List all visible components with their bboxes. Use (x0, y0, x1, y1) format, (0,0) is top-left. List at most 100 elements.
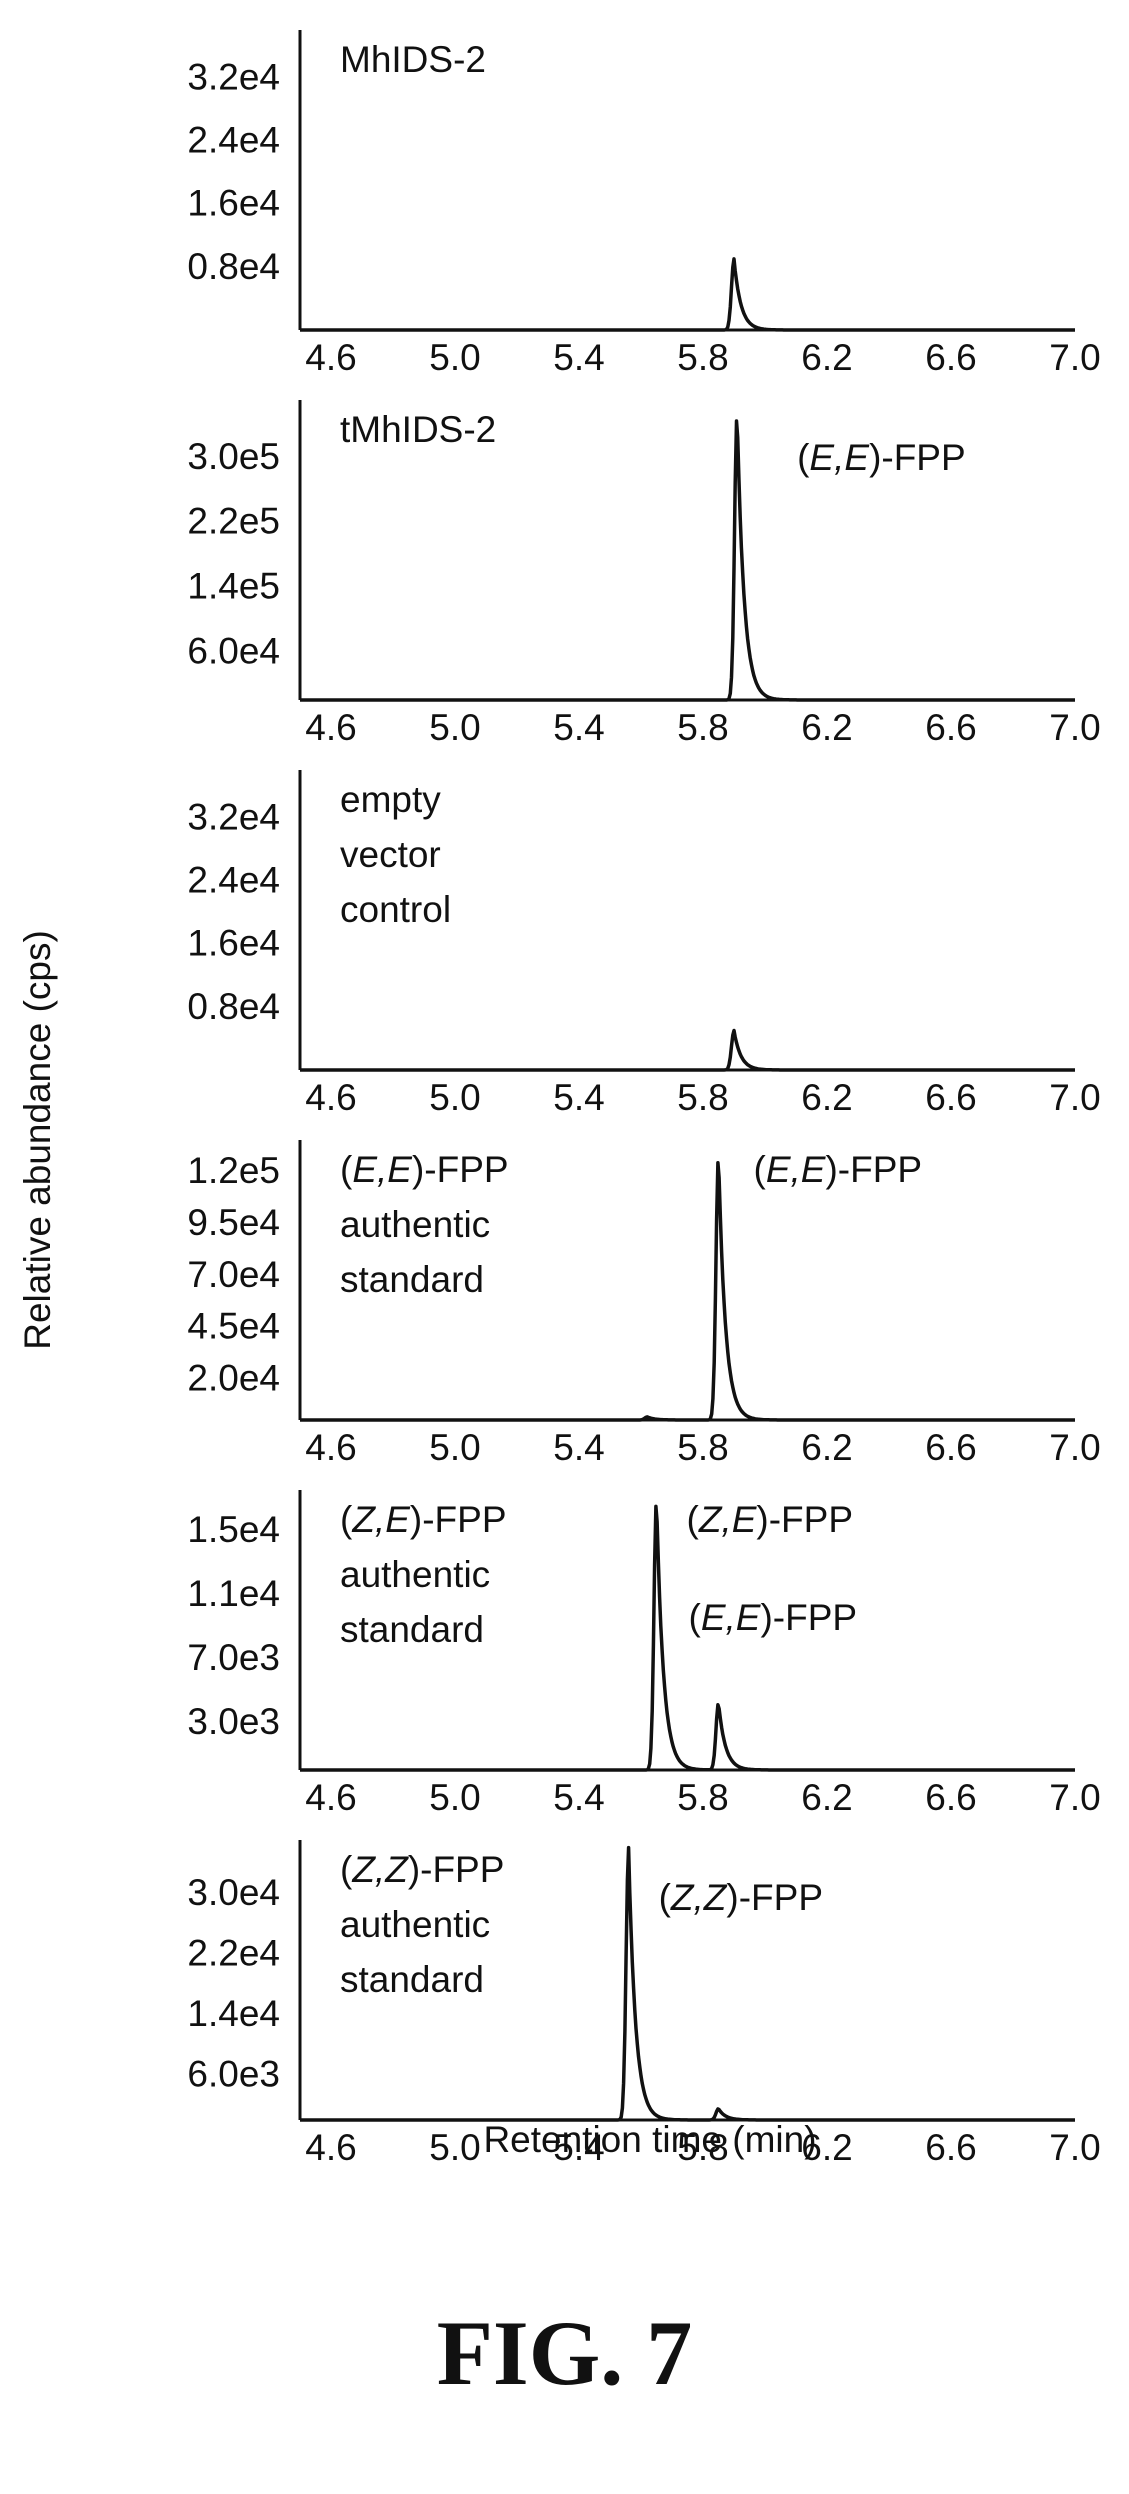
panel-label: standard (340, 1609, 484, 1650)
y-tick-label: 2.2e5 (187, 501, 280, 542)
y-tick-label: 0.8e4 (187, 246, 280, 287)
panels-layer: 3.2e4 2.4e4 1.6e4 0.8e4 4.6 5.0 5.4 5.8 6.2 6.6 7.… (187, 30, 1101, 2168)
x-tick-label: 7.0 (1049, 1077, 1100, 1118)
x-tick-label: 4.6 (305, 1077, 356, 1118)
y-tick-label: 6.0e4 (187, 630, 280, 671)
x-tick-label: 5.0 (429, 1077, 480, 1118)
x-tick-label: 4.6 (305, 1427, 356, 1468)
trace-line (300, 1160, 1076, 1422)
x-tick-label: 6.6 (925, 1427, 976, 1468)
y-tick-label: 6.0e3 (187, 2054, 280, 2095)
x-tick-label: 5.0 (429, 1427, 480, 1468)
x-tick-label: 4.6 (305, 707, 356, 748)
panel-label: (E,E)-FPP (340, 1149, 509, 1190)
x-tick-label: 6.2 (801, 1427, 852, 1468)
figure-caption: FIG. 7 (436, 2302, 693, 2404)
panel-5: 1.5e4 1.1e4 7.0e3 3.0e3 4.6 5.0 5.4 5.8 6.2 6.6 7.… (187, 1490, 1101, 1818)
x-tick-label: 5.0 (429, 2127, 480, 2168)
panel-2: 3.0e5 2.2e5 1.4e5 6.0e4 4.6 5.0 5.4 5.8 6.2 6.6 7.… (187, 400, 1101, 748)
peak-label: (E,E)-FPP (689, 1597, 858, 1638)
x-tick-label: 4.6 (305, 2127, 356, 2168)
y-tick-label: 1.6e4 (187, 183, 280, 224)
x-tick-label: 5.4 (553, 1777, 604, 1818)
y-tick-label: 1.6e4 (187, 923, 280, 964)
x-tick-label: 5.0 (429, 1777, 480, 1818)
x-tick-label: 7.0 (1049, 1777, 1100, 1818)
panel-label: (Z,E)-FPP (340, 1499, 507, 1540)
y-tick-label: 3.0e3 (187, 1701, 280, 1742)
x-tick-label: 4.6 (305, 337, 356, 378)
x-tick-label: 6.6 (925, 1077, 976, 1118)
y-tick-label: 1.5e4 (187, 1509, 280, 1550)
x-tick-label: 7.0 (1049, 2127, 1100, 2168)
x-tick-label: 6.2 (801, 1077, 852, 1118)
y-tick-label: 9.5e4 (187, 1202, 280, 1243)
x-tick-label: 5.8 (677, 2127, 728, 2168)
x-tick-label: 4.6 (305, 1777, 356, 1818)
panel-label: tMhIDS-2 (340, 409, 496, 450)
panel-label: authentic (340, 1204, 490, 1245)
panel-label: authentic (340, 1554, 490, 1595)
x-tick-label: 5.8 (677, 1427, 728, 1468)
x-tick-label: 6.2 (801, 2127, 852, 2168)
peak-label: (Z,Z)-FPP (659, 1877, 823, 1918)
trace-line (300, 419, 1076, 702)
panel-3: 3.2e4 2.4e4 1.6e4 0.8e4 4.6 5.0 5.4 5.8 6.2 6.6 7.… (187, 770, 1101, 1118)
peak-label: (Z,E)-FPP (687, 1499, 854, 1540)
x-tick-label: 5.4 (553, 1427, 604, 1468)
x-tick-label: 6.2 (801, 1777, 852, 1818)
x-tick-label: 6.6 (925, 707, 976, 748)
y-tick-label: 2.4e4 (187, 860, 280, 901)
x-tick-label: 7.0 (1049, 1427, 1100, 1468)
panel-label: empty (340, 779, 441, 820)
panel-label: (Z,Z)-FPP (340, 1849, 504, 1890)
panel-label: vector (340, 834, 441, 875)
x-tick-label: 5.4 (553, 707, 604, 748)
y-tick-label: 7.0e4 (187, 1254, 280, 1295)
y-tick-label: 3.2e4 (187, 56, 280, 97)
x-tick-label: 5.8 (677, 707, 728, 748)
y-tick-label: 4.5e4 (187, 1306, 280, 1347)
y-tick-label: 1.2e5 (187, 1150, 280, 1191)
x-tick-label: 5.8 (677, 337, 728, 378)
y-tick-label: 0.8e4 (187, 986, 280, 1027)
trace-line (300, 1504, 1076, 1772)
panel-label: standard (340, 1259, 484, 1300)
y-tick-label: 3.2e4 (187, 796, 280, 837)
peak-label: (E,E)-FPP (754, 1149, 923, 1190)
x-tick-label: 5.4 (553, 337, 604, 378)
y-tick-label: 1.4e4 (187, 1993, 280, 2034)
x-tick-label: 5.8 (677, 1777, 728, 1818)
panel-label: standard (340, 1959, 484, 2000)
panel-label: authentic (340, 1904, 490, 1945)
panel-1: 3.2e4 2.4e4 1.6e4 0.8e4 4.6 5.0 5.4 5.8 6.2 6.6 7.… (187, 30, 1101, 378)
x-tick-label: 5.4 (553, 2127, 604, 2168)
x-tick-label: 6.2 (801, 707, 852, 748)
x-tick-label: 6.2 (801, 337, 852, 378)
y-axis-title: Relative abundance (cps) (17, 930, 58, 1350)
x-tick-label: 5.4 (553, 1077, 604, 1118)
x-tick-label: 5.8 (677, 1077, 728, 1118)
x-axis-title: Retention time (min) (483, 2119, 816, 2160)
x-tick-label: 6.6 (925, 337, 976, 378)
y-tick-label: 3.0e4 (187, 1872, 280, 1913)
panel-label: MhIDS-2 (340, 39, 486, 80)
x-tick-label: 7.0 (1049, 337, 1100, 378)
panel-6: 3.0e4 2.2e4 1.4e4 6.0e3 4.6 5.0 5.4 5.8 6.2 6.6 7.… (187, 1840, 1101, 2168)
y-tick-label: 2.4e4 (187, 120, 280, 161)
panel-label: control (340, 889, 451, 930)
x-tick-label: 6.6 (925, 1777, 976, 1818)
trace-line (300, 1845, 1076, 2122)
trace-line (300, 257, 1076, 332)
panel-4: 1.2e5 9.5e4 7.0e4 4.5e4 2.0e4 4.6 5.0 5.4 5.8 6.2… (187, 1140, 1101, 1468)
y-tick-label: 1.4e5 (187, 565, 280, 606)
y-tick-label: 7.0e3 (187, 1637, 280, 1678)
y-tick-label: 2.0e4 (187, 1358, 280, 1399)
y-tick-label: 3.0e5 (187, 436, 280, 477)
x-tick-label: 6.6 (925, 2127, 976, 2168)
x-tick-label: 7.0 (1049, 707, 1100, 748)
x-tick-label: 5.0 (429, 707, 480, 748)
trace-line (300, 1028, 1076, 1072)
